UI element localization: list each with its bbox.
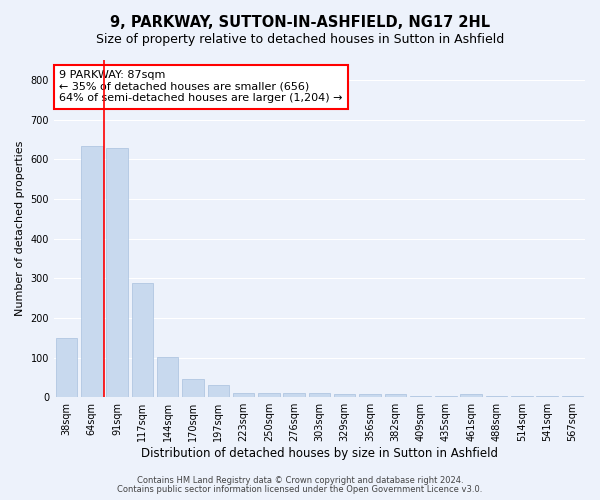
Y-axis label: Number of detached properties: Number of detached properties: [15, 141, 25, 316]
Bar: [81, 146, 103, 397]
Bar: [233, 393, 254, 397]
Bar: [511, 396, 533, 397]
Bar: [258, 393, 280, 397]
Bar: [131, 284, 153, 397]
Bar: [283, 393, 305, 397]
Bar: [536, 396, 558, 397]
Bar: [56, 338, 77, 397]
Bar: [435, 396, 457, 397]
Bar: [309, 393, 330, 397]
Text: Size of property relative to detached houses in Sutton in Ashfield: Size of property relative to detached ho…: [96, 32, 504, 46]
Bar: [157, 356, 178, 397]
Bar: [334, 394, 355, 397]
Text: Contains public sector information licensed under the Open Government Licence v3: Contains public sector information licen…: [118, 485, 482, 494]
Bar: [385, 394, 406, 397]
X-axis label: Distribution of detached houses by size in Sutton in Ashfield: Distribution of detached houses by size …: [141, 447, 498, 460]
Text: 9 PARKWAY: 87sqm
← 35% of detached houses are smaller (656)
64% of semi-detached: 9 PARKWAY: 87sqm ← 35% of detached house…: [59, 70, 343, 103]
Bar: [106, 148, 128, 397]
Bar: [460, 394, 482, 397]
Bar: [208, 386, 229, 397]
Bar: [182, 379, 204, 397]
Bar: [486, 396, 507, 397]
Text: Contains HM Land Registry data © Crown copyright and database right 2024.: Contains HM Land Registry data © Crown c…: [137, 476, 463, 485]
Bar: [562, 396, 583, 397]
Bar: [410, 396, 431, 397]
Text: 9, PARKWAY, SUTTON-IN-ASHFIELD, NG17 2HL: 9, PARKWAY, SUTTON-IN-ASHFIELD, NG17 2HL: [110, 15, 490, 30]
Bar: [359, 394, 381, 397]
